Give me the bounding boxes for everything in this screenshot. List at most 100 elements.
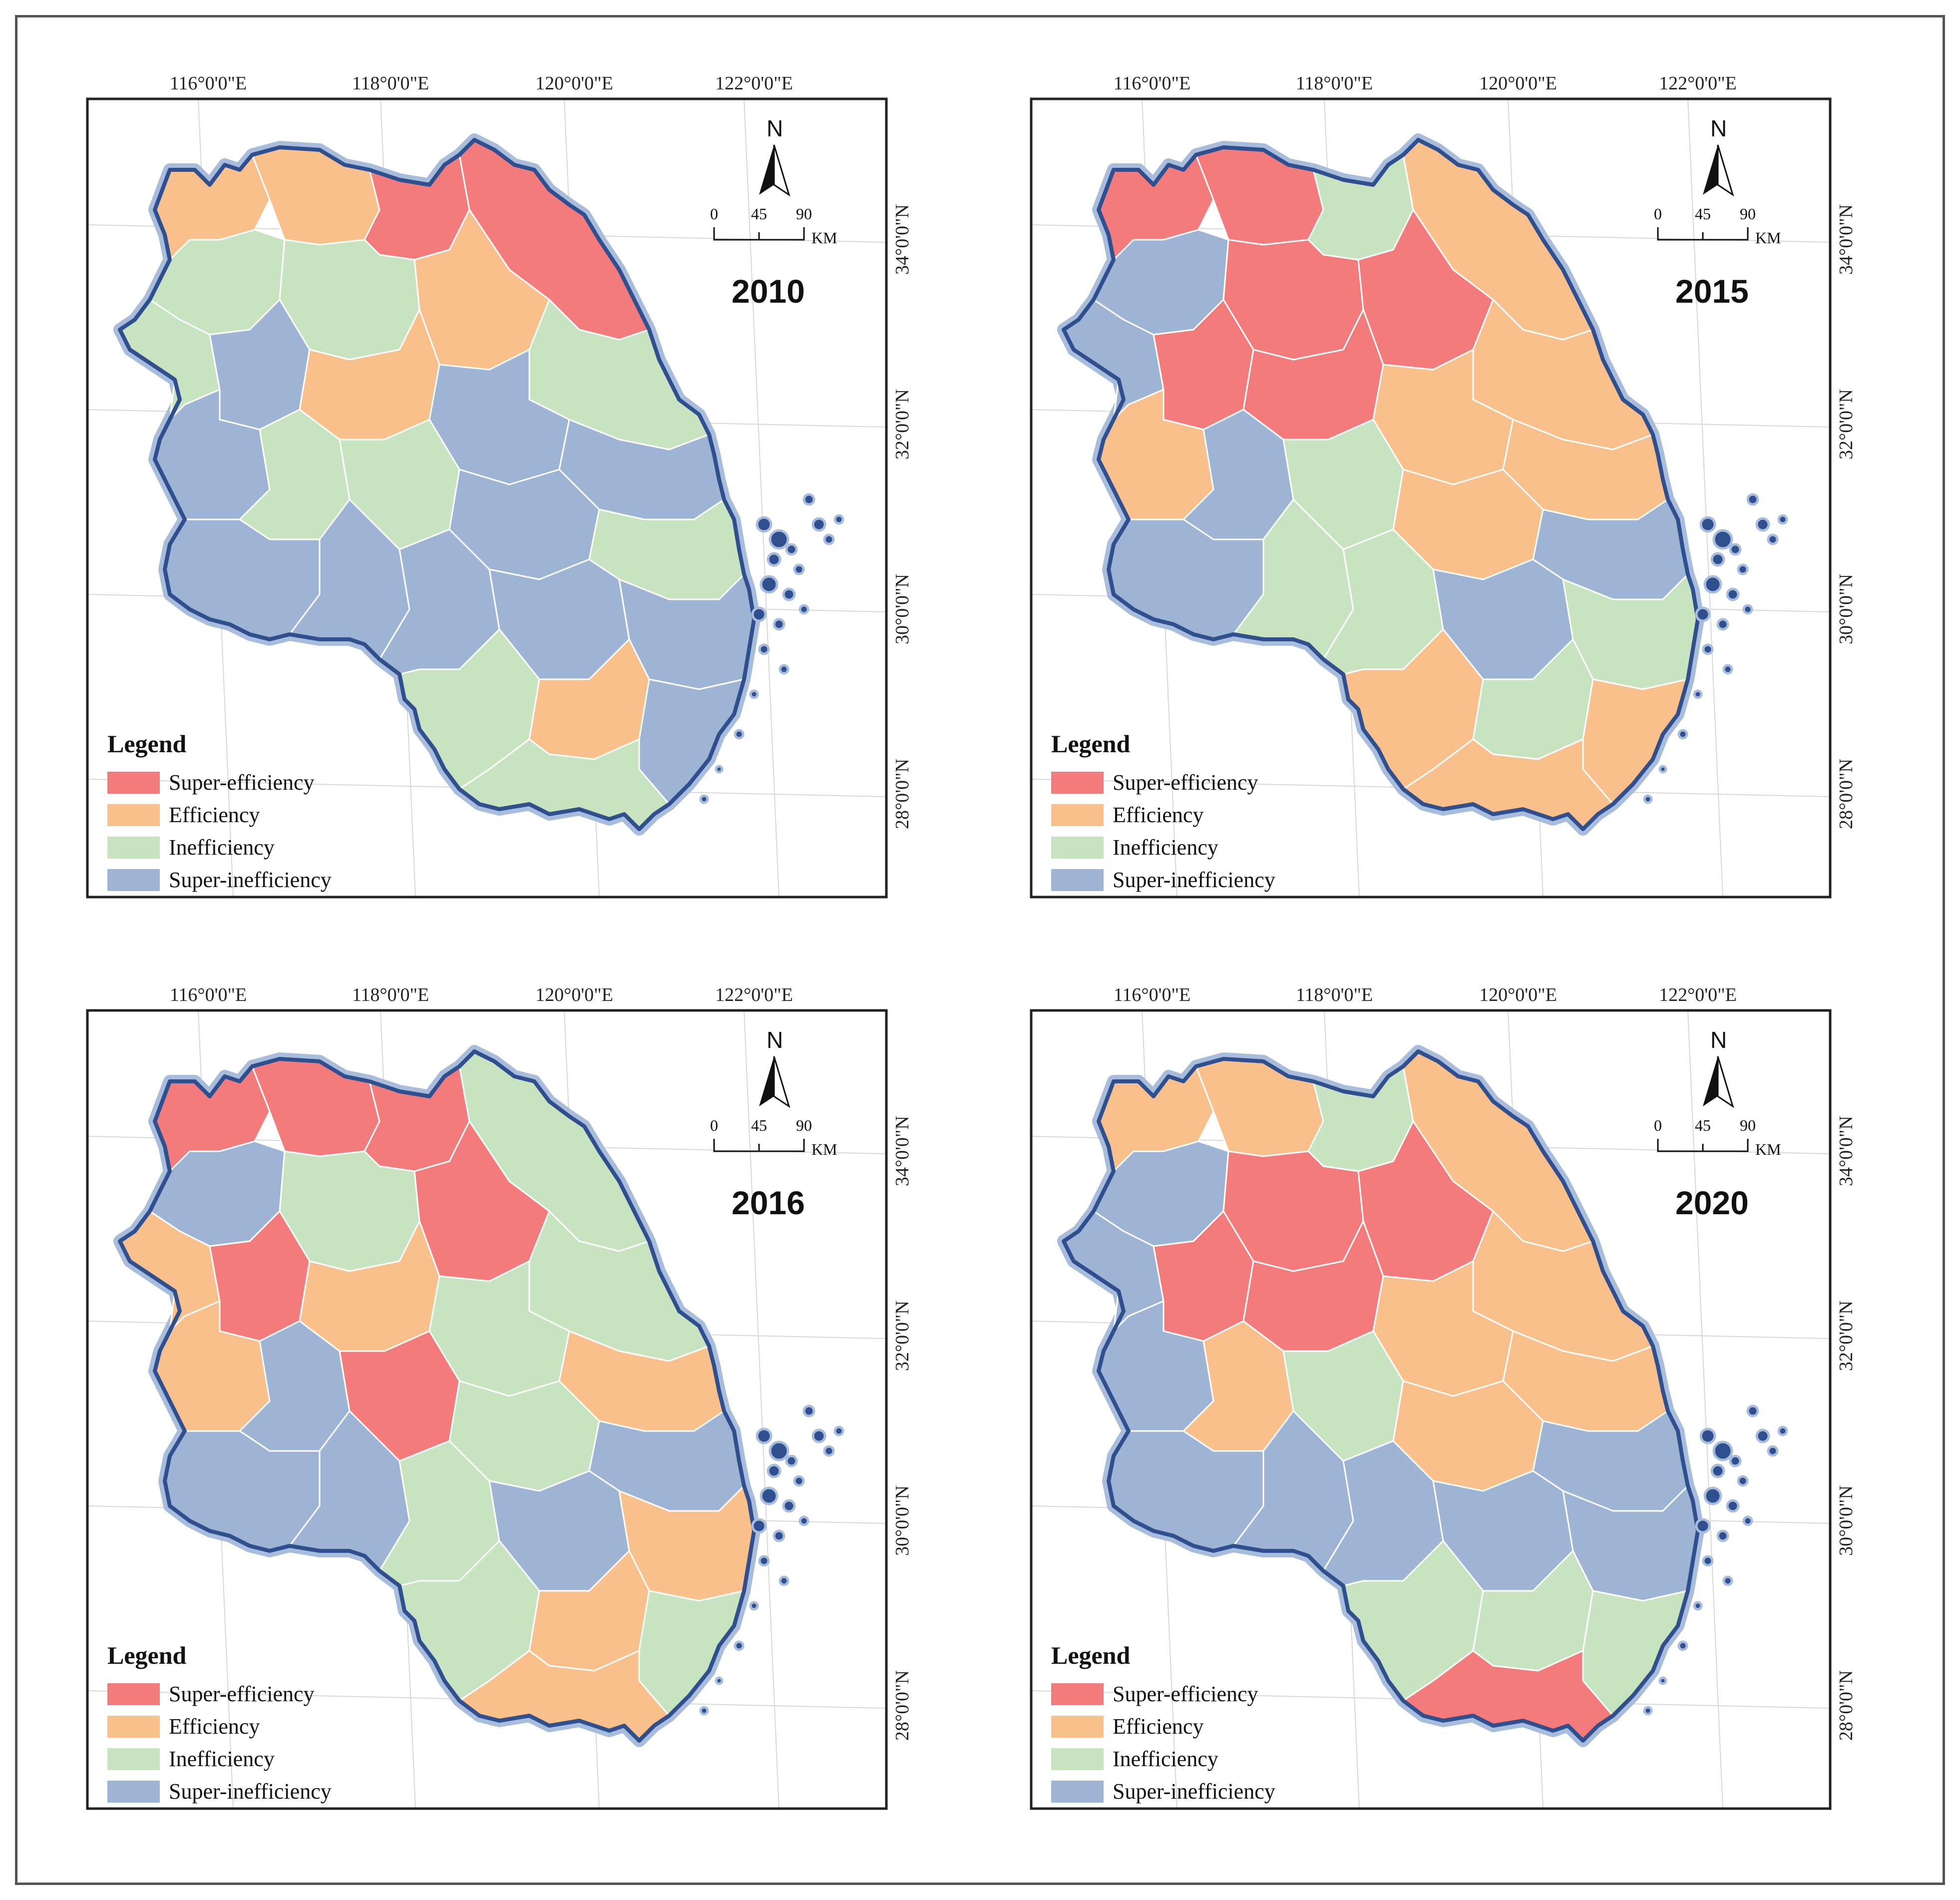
legend-swatch bbox=[1051, 1748, 1104, 1770]
island bbox=[1695, 1518, 1711, 1534]
island bbox=[811, 517, 826, 532]
longitude-label: 118°0'0"E bbox=[352, 984, 429, 1005]
island bbox=[1767, 533, 1779, 545]
island bbox=[1726, 1499, 1740, 1513]
latitude-label: 28°0'0"N bbox=[1836, 1670, 1857, 1741]
island bbox=[1777, 514, 1788, 525]
legend-swatch bbox=[1051, 771, 1104, 794]
legend: Legend Super-efficiency Efficiency Ineffici… bbox=[1051, 729, 1275, 896]
longitude-label: 120°0'0"E bbox=[535, 73, 613, 94]
legend-swatch bbox=[1051, 836, 1104, 859]
map-panel-2020: 116°0'0"E 118°0'0"E 120°0'0"E 122°0'0"E 34°0… bbox=[964, 932, 1923, 1846]
north-arrow-icon bbox=[1703, 145, 1718, 195]
island bbox=[1755, 517, 1770, 532]
island bbox=[802, 493, 815, 506]
north-arrow-half-icon bbox=[773, 144, 790, 197]
year-label: 2020 bbox=[1675, 1184, 1749, 1221]
island bbox=[1767, 1445, 1779, 1457]
island bbox=[823, 1445, 835, 1457]
island bbox=[1755, 1428, 1770, 1443]
longitude-label: 118°0'0"E bbox=[1295, 73, 1373, 94]
latitude-label: 34°0'0"N bbox=[892, 1116, 913, 1186]
scale-tick-label: 45 bbox=[1695, 205, 1711, 223]
north-arrow-half-icon bbox=[1717, 1056, 1734, 1108]
figure-frame bbox=[15, 15, 1945, 1885]
legend-swatch bbox=[1051, 869, 1104, 891]
island bbox=[823, 533, 835, 545]
island bbox=[811, 1428, 826, 1443]
island bbox=[758, 643, 770, 655]
legend-swatch bbox=[1051, 1715, 1104, 1738]
island bbox=[1710, 1463, 1725, 1478]
latitude-label: 28°0'0"N bbox=[1836, 759, 1857, 829]
region-boundary bbox=[118, 138, 756, 831]
scale-tick-label: 90 bbox=[1740, 1116, 1756, 1134]
island bbox=[833, 514, 844, 525]
latitude-label: 28°0'0"N bbox=[892, 1670, 913, 1741]
region-boundary bbox=[118, 1049, 756, 1743]
island bbox=[751, 1518, 767, 1534]
island bbox=[1658, 765, 1667, 774]
island bbox=[782, 1499, 796, 1513]
legend-swatch bbox=[107, 1748, 160, 1770]
island bbox=[793, 1475, 805, 1487]
map-svg bbox=[1030, 97, 1832, 899]
scale-tick-label: 90 bbox=[1740, 205, 1756, 223]
legend-label: Efficiency bbox=[1113, 1714, 1204, 1739]
map-svg bbox=[86, 97, 888, 899]
island bbox=[1710, 552, 1725, 567]
island bbox=[749, 1601, 759, 1611]
longitude-label: 116°0'0"E bbox=[1113, 984, 1191, 1005]
longitude-label: 116°0'0"E bbox=[169, 984, 247, 1005]
island bbox=[734, 1640, 745, 1651]
longitude-label: 122°0'0"E bbox=[1659, 984, 1737, 1005]
legend-swatch bbox=[1051, 804, 1104, 826]
legend-title: Legend bbox=[107, 1641, 187, 1669]
legend-item: Efficiency bbox=[1051, 1710, 1275, 1743]
legend-swatch bbox=[1051, 1683, 1104, 1705]
latitude-label: 34°0'0"N bbox=[892, 204, 913, 275]
north-arrow-half-icon bbox=[773, 1056, 790, 1108]
scale-unit-label: KM bbox=[811, 229, 837, 247]
longitude-label: 118°0'0"E bbox=[352, 73, 429, 94]
island bbox=[1695, 606, 1711, 622]
island bbox=[1712, 1440, 1733, 1461]
latitude-label: 30°0'0"N bbox=[892, 574, 913, 644]
island bbox=[1643, 1706, 1653, 1716]
legend-swatch bbox=[1051, 1780, 1104, 1803]
scale-unit-label: KM bbox=[1755, 1140, 1781, 1158]
island bbox=[760, 1486, 779, 1505]
north-label: N bbox=[767, 115, 784, 141]
island bbox=[756, 1427, 773, 1444]
meridian-line bbox=[744, 1010, 780, 1809]
map-panel-2010: 116°0'0"E 118°0'0"E 120°0'0"E 122°0'0"E 34°0… bbox=[20, 20, 979, 934]
meridian-line bbox=[1687, 1010, 1723, 1809]
legend-swatch bbox=[107, 869, 160, 891]
year-label: 2015 bbox=[1675, 273, 1749, 310]
island bbox=[1746, 493, 1759, 506]
legend-label: Inefficiency bbox=[169, 835, 275, 860]
island bbox=[1737, 563, 1749, 575]
scale-bar bbox=[713, 227, 805, 241]
legend-label: Super-efficiency bbox=[169, 770, 315, 795]
scale-tick-label: 90 bbox=[796, 205, 812, 223]
scale-bar bbox=[713, 1139, 805, 1152]
legend-label: Efficiency bbox=[169, 1714, 260, 1739]
legend-swatch bbox=[107, 1715, 160, 1738]
latitude-label: 32°0'0"N bbox=[1836, 1301, 1857, 1371]
legend-label: Efficiency bbox=[169, 803, 260, 827]
scale-tick-label: 45 bbox=[751, 1116, 767, 1134]
legend: Legend Super-efficiency Efficiency Ineffici… bbox=[107, 1641, 332, 1808]
longitude-label: 120°0'0"E bbox=[1479, 984, 1557, 1005]
island bbox=[699, 794, 709, 804]
island bbox=[1742, 1515, 1753, 1526]
meridian-line bbox=[744, 98, 780, 898]
region-boundary bbox=[1062, 1049, 1700, 1743]
legend-label: Inefficiency bbox=[1113, 1747, 1218, 1771]
latitude-label: 34°0'0"N bbox=[1836, 1116, 1857, 1186]
legend-item: Super-efficiency bbox=[107, 1678, 332, 1710]
scale-tick-label: 0 bbox=[1654, 1116, 1662, 1134]
legend-item: Inefficiency bbox=[1051, 831, 1275, 864]
island bbox=[715, 1676, 724, 1685]
island bbox=[1742, 604, 1753, 615]
